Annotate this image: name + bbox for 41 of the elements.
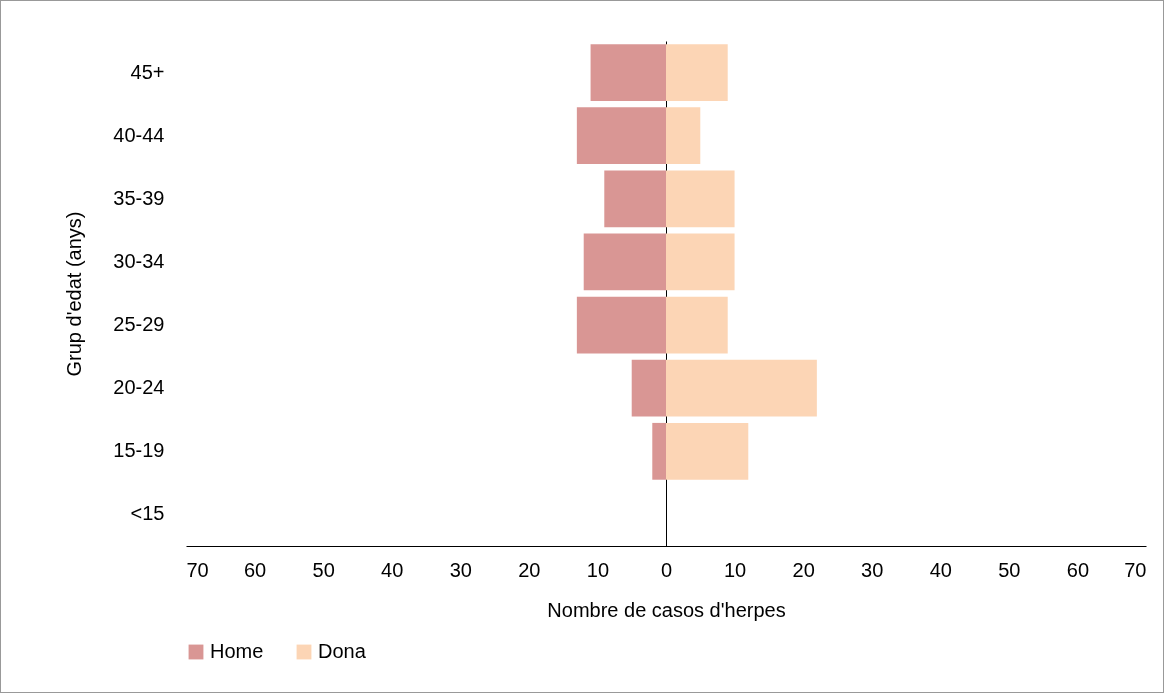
bar — [666, 296, 728, 354]
x-tick-label: 50 — [312, 558, 335, 581]
bar — [666, 422, 749, 480]
bar — [666, 44, 728, 101]
y-tick-label: 45+ — [130, 60, 165, 83]
x-tick-label: 20 — [518, 558, 541, 581]
y-tick-label: 20-24 — [113, 376, 165, 399]
legend-label: Dona — [318, 640, 367, 662]
y-tick-label: 15-19 — [113, 439, 165, 462]
y-tick-label: 25-29 — [113, 313, 165, 336]
bar — [652, 422, 666, 480]
bar — [590, 44, 666, 101]
x-tick-label: 50 — [998, 558, 1021, 581]
x-tick-label: 40 — [929, 558, 952, 581]
bar — [666, 233, 735, 291]
x-tick-label: 40 — [381, 558, 404, 581]
bar — [631, 359, 666, 417]
x-tick-label: 0 — [660, 558, 673, 581]
x-tick-label: 70 — [1124, 558, 1147, 581]
bar — [583, 233, 666, 291]
bar — [666, 170, 735, 228]
y-axis-title: Grup d'edat (anys) — [63, 211, 86, 377]
x-tick-label: 30 — [449, 558, 472, 581]
x-tick-label: 30 — [861, 558, 884, 581]
bar — [604, 170, 666, 228]
x-tick-label: 20 — [792, 558, 815, 581]
x-tick-label: 70 — [186, 558, 209, 581]
y-tick-label: 40-44 — [113, 123, 165, 146]
x-tick-label: 60 — [243, 558, 267, 581]
x-tick-label: 10 — [723, 558, 747, 581]
bar — [666, 107, 701, 165]
bar — [666, 359, 817, 417]
x-tick-label: 10 — [586, 558, 610, 581]
bar — [576, 296, 666, 354]
bar — [576, 107, 666, 165]
legend-label: Home — [210, 640, 264, 662]
x-tick-label: 60 — [1066, 558, 1090, 581]
y-tick-label: 30-34 — [113, 249, 165, 272]
x-axis-title: Nombre de casos d'herpes — [547, 598, 786, 621]
y-tick-label: <15 — [130, 502, 165, 525]
y-tick-label: 35-39 — [113, 186, 165, 209]
